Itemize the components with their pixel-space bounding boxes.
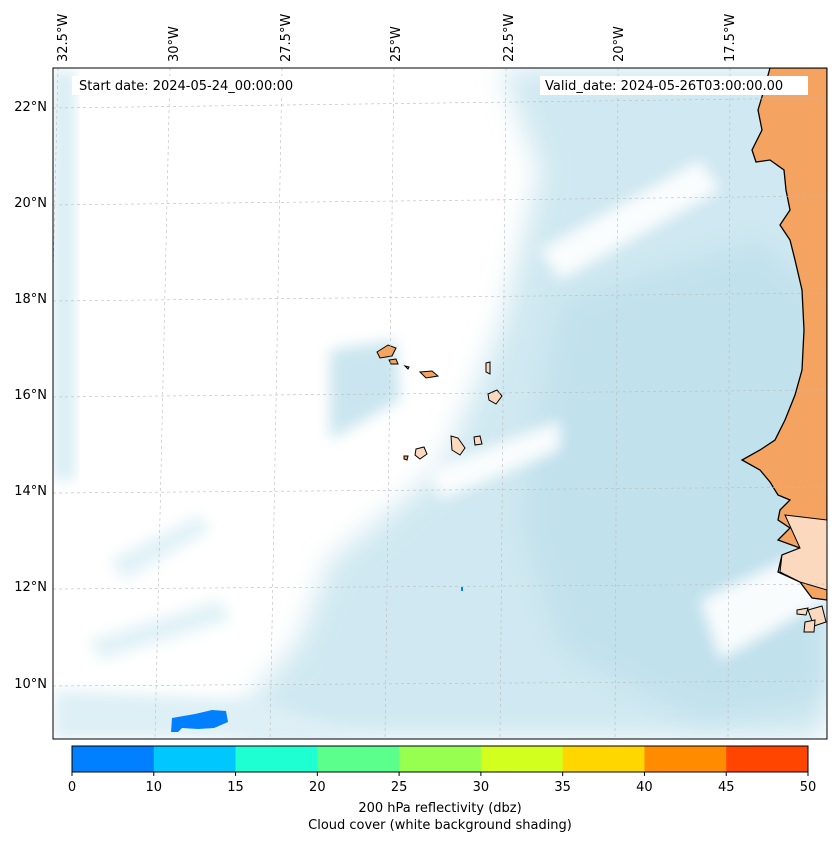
valid-date-text: Valid_date: 2024-05-26T03:00:00.00 <box>545 79 783 94</box>
cloud-patch-islands <box>330 340 400 440</box>
island-santiago <box>450 435 466 456</box>
lat-label-10: 10°N <box>14 677 47 692</box>
bijagos-island-3 <box>796 607 809 616</box>
colorbar-segment-3 <box>317 746 400 772</box>
colorbar-segment-7 <box>644 746 727 772</box>
colorbar <box>71 745 809 773</box>
colorbar-tick-label-1: 10 <box>146 780 163 795</box>
lat-label-16: 16°N <box>14 388 47 403</box>
colorbar-label-line2: Cloud cover (white background shading) <box>308 818 572 833</box>
gridline-lon-17-5 <box>727 68 731 739</box>
start-date-box <box>72 76 316 95</box>
reflectivity-echo-small <box>461 587 463 591</box>
gambia-guinea-coast <box>779 514 827 591</box>
colorbar-tick-label-4: 25 <box>391 780 408 795</box>
start-date-text: Start date: 2024-05-24_00:00:00 <box>79 79 293 94</box>
colorbar-tick-label-9: 50 <box>800 780 817 795</box>
lat-label-18: 18°N <box>14 292 47 307</box>
colorbar-tick-label-2: 15 <box>227 780 244 795</box>
cape-verde-islands <box>376 344 503 461</box>
colorbar-tick-label-6: 35 <box>554 780 571 795</box>
colorbar-tick-label-7: 40 <box>636 780 653 795</box>
gridline-lon-20 <box>614 68 619 739</box>
island-boa-vista <box>487 389 503 405</box>
colorbar-tick-label-5: 30 <box>473 780 490 795</box>
island-santo-antao <box>376 344 397 359</box>
colorbar-tick-label-3: 20 <box>309 780 326 795</box>
colorbar-segment-5 <box>480 746 564 772</box>
lon-label-25: 25°W <box>389 26 404 62</box>
graticule <box>53 68 827 739</box>
colorbar-segment-0 <box>72 746 155 772</box>
colorbar-segment-1 <box>153 746 237 772</box>
lon-label-30: 30°W <box>167 26 182 62</box>
island-maio <box>473 435 483 446</box>
lat-label-12: 12°N <box>14 580 47 595</box>
clear-streak-1 <box>540 160 720 280</box>
colorbar-segment-8 <box>726 746 809 772</box>
lat-label-22: 22°N <box>14 100 47 115</box>
lon-label-27-5: 27.5°W <box>279 14 294 62</box>
colorbar-segment-6 <box>562 746 645 772</box>
lat-label-20: 20°N <box>14 196 47 211</box>
clear-streak-2 <box>430 420 560 500</box>
lat-label-14: 14°N <box>14 484 47 499</box>
lon-label-32-5: 32.5°W <box>56 14 71 62</box>
colorbar-border <box>71 745 809 773</box>
gridline-lon-22-5 <box>499 68 507 739</box>
reflectivity-echo-south <box>171 710 228 732</box>
island-santa-luzia <box>403 365 410 370</box>
map-plot-area: Start date: 2024-05-24_00:00:00 Valid_da… <box>53 68 827 739</box>
island-brava <box>403 455 409 461</box>
colorbar-tick-label-0: 0 <box>68 780 76 795</box>
island-fogo <box>414 446 428 460</box>
colorbar-segment-4 <box>399 746 482 772</box>
cloud-streak-west <box>110 515 210 580</box>
cloud-streak-southwest <box>90 600 230 660</box>
gridline-lon-27-5 <box>269 68 283 739</box>
gridline-lon-25 <box>384 68 395 739</box>
valid-date-box <box>540 76 808 95</box>
island-sal <box>485 361 491 375</box>
island-sao-nicolau <box>418 370 440 379</box>
lon-label-20: 20°W <box>612 26 627 62</box>
lon-label-22-5: 22.5°W <box>502 14 517 62</box>
latitude-labels: 22°N 20°N 18°N 16°N 14°N 12°N 10°N <box>14 100 47 692</box>
map-border <box>52 67 828 740</box>
colorbar-tick-label-8: 45 <box>718 780 735 795</box>
colorbar-segment-2 <box>235 746 318 772</box>
bijagos-island-2 <box>803 619 816 633</box>
island-sao-vicente <box>388 358 399 365</box>
lon-label-17-5: 17.5°W <box>723 14 738 62</box>
cloud-band-west-edge <box>53 70 75 480</box>
colorbar-ticks: 0 10 15 20 25 30 35 40 45 50 <box>68 772 816 795</box>
longitude-labels: 32.5°W 30°W 27.5°W 25°W 22.5°W 20°W 17.5… <box>56 14 738 62</box>
gridline-lon-30 <box>154 68 171 739</box>
colorbar-label-line1: 200 hPa reflectivity (dbz) <box>358 801 522 816</box>
